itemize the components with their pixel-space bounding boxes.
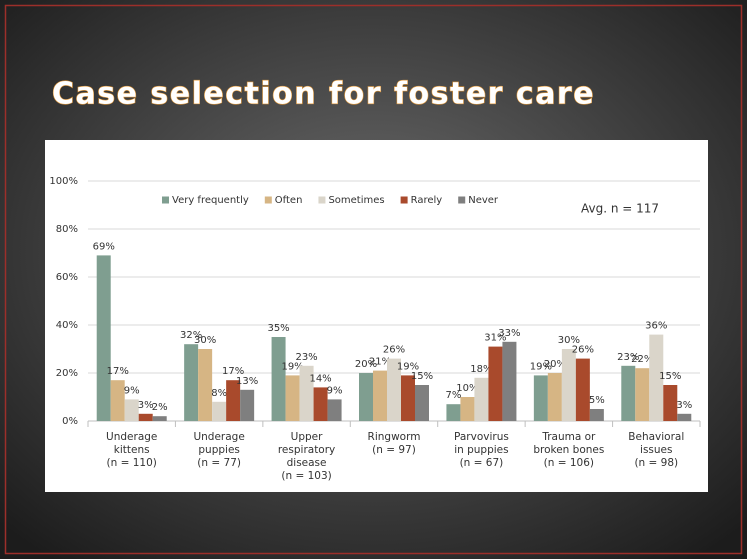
bar bbox=[327, 399, 342, 421]
legend-label: Never bbox=[468, 195, 499, 206]
data-label: 17% bbox=[222, 366, 244, 377]
x-tick-label: Trauma or broken bones (n = 106) bbox=[533, 431, 605, 469]
legend-label: Sometimes bbox=[328, 195, 384, 206]
annotation: Avg. n = 117 bbox=[581, 202, 659, 216]
bar bbox=[474, 377, 489, 421]
y-tick-label: 20% bbox=[56, 368, 78, 379]
x-tick-label: Underage kittens (n = 110) bbox=[106, 431, 158, 469]
y-tick-label: 60% bbox=[56, 272, 78, 283]
data-label: 22% bbox=[631, 354, 653, 365]
y-tick-label: 40% bbox=[56, 320, 78, 331]
bar bbox=[271, 337, 286, 421]
x-tick-label: Underage puppies (n = 77) bbox=[193, 431, 245, 469]
y-tick-label: 100% bbox=[49, 176, 78, 187]
bar bbox=[589, 409, 604, 421]
bar bbox=[299, 365, 314, 421]
legend-swatch bbox=[458, 196, 466, 204]
data-label: 19% bbox=[281, 361, 303, 372]
data-label: 9% bbox=[327, 385, 343, 396]
legend-swatch bbox=[162, 196, 169, 204]
bar bbox=[184, 344, 199, 421]
bar bbox=[621, 365, 636, 421]
bar bbox=[575, 358, 590, 421]
data-label: 26% bbox=[383, 345, 405, 356]
data-label: 69% bbox=[93, 241, 115, 252]
data-label: 19% bbox=[530, 361, 552, 372]
bar bbox=[415, 385, 429, 421]
data-label: 2% bbox=[152, 402, 168, 413]
data-label: 15% bbox=[659, 371, 681, 382]
bar bbox=[635, 368, 650, 421]
chart-area bbox=[45, 140, 708, 492]
bar bbox=[138, 413, 153, 421]
x-tick-label: Upper respiratory disease (n = 103) bbox=[277, 431, 336, 482]
data-label: 20% bbox=[544, 359, 566, 370]
bar bbox=[124, 399, 139, 421]
data-label: 23% bbox=[295, 352, 317, 363]
bar bbox=[152, 416, 167, 421]
data-label: 20% bbox=[355, 359, 377, 370]
bar bbox=[226, 380, 241, 421]
x-tick-label: Behavioral issues (n = 98) bbox=[628, 431, 685, 469]
bar bbox=[677, 413, 692, 421]
bar bbox=[663, 385, 678, 421]
bar bbox=[561, 349, 576, 421]
bar bbox=[313, 387, 328, 421]
bar bbox=[488, 346, 503, 421]
data-label: 3% bbox=[138, 400, 154, 411]
data-label: 5% bbox=[589, 395, 605, 406]
data-label: 35% bbox=[267, 323, 289, 334]
data-label: 19% bbox=[397, 361, 419, 372]
bar bbox=[285, 375, 300, 421]
bar bbox=[547, 373, 562, 421]
data-label: 13% bbox=[236, 376, 258, 387]
data-label: 15% bbox=[411, 371, 433, 382]
bar bbox=[373, 370, 387, 421]
data-label: 17% bbox=[107, 366, 129, 377]
data-label: 14% bbox=[309, 373, 331, 384]
slide-title: Case selection for foster care bbox=[52, 77, 595, 112]
bar bbox=[533, 375, 548, 421]
bar bbox=[198, 349, 213, 421]
data-label: 36% bbox=[645, 321, 667, 332]
bar bbox=[240, 389, 255, 421]
y-tick-label: 80% bbox=[56, 224, 78, 235]
legend-label: Rarely bbox=[411, 195, 443, 206]
data-label: 32% bbox=[180, 330, 202, 341]
legend-swatch bbox=[264, 196, 272, 204]
bar bbox=[401, 375, 415, 421]
legend-label: Very frequently bbox=[172, 195, 249, 206]
data-label: 30% bbox=[194, 335, 216, 346]
data-label: 30% bbox=[558, 335, 580, 346]
data-label: 23% bbox=[617, 352, 639, 363]
bar bbox=[446, 404, 461, 421]
data-label: 21% bbox=[369, 357, 391, 368]
bar bbox=[387, 358, 401, 421]
bar bbox=[460, 397, 475, 421]
data-label: 9% bbox=[124, 385, 140, 396]
legend-swatch bbox=[400, 196, 408, 204]
data-label: 7% bbox=[445, 390, 461, 401]
bar bbox=[96, 255, 111, 421]
data-label: 26% bbox=[572, 345, 594, 356]
data-label: 33% bbox=[498, 328, 520, 339]
bar bbox=[359, 373, 373, 421]
x-tick-label: Parvovirus in puppies (n = 67) bbox=[454, 431, 509, 469]
frame bbox=[4, 4, 743, 555]
data-label: 8% bbox=[211, 388, 227, 399]
bar bbox=[110, 380, 125, 421]
legend-label: Often bbox=[275, 195, 303, 206]
bar bbox=[649, 334, 664, 421]
bar bbox=[502, 341, 517, 421]
data-label: 10% bbox=[456, 383, 478, 394]
bar bbox=[212, 401, 227, 421]
data-label: 3% bbox=[676, 400, 692, 411]
x-tick-label: Ringworm (n = 97) bbox=[367, 431, 421, 456]
data-label: 31% bbox=[484, 333, 506, 344]
legend-swatch bbox=[318, 196, 326, 204]
data-label: 18% bbox=[470, 364, 492, 375]
y-tick-label: 0% bbox=[62, 416, 78, 427]
